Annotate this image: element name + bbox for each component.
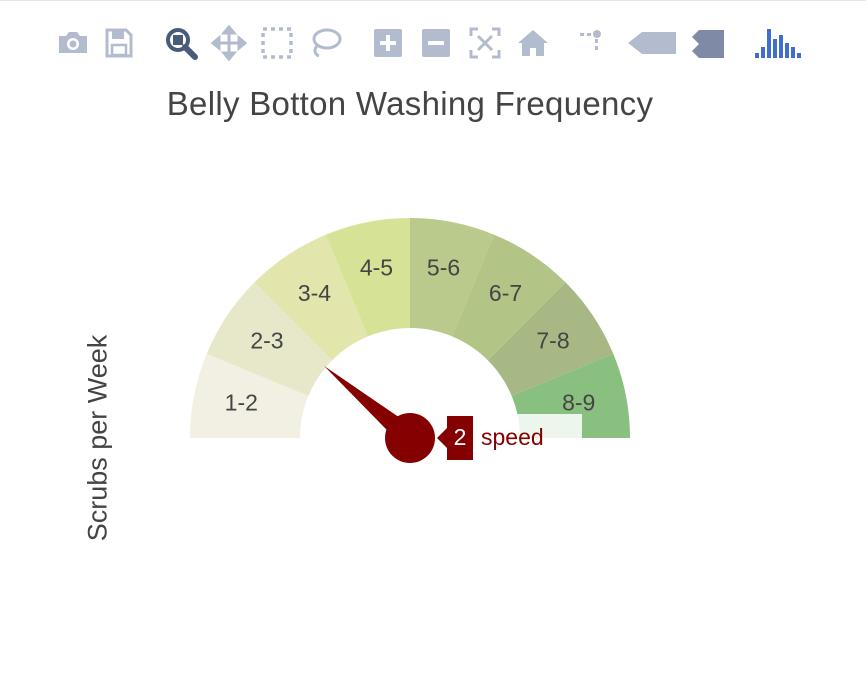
hover-series-name: speed bbox=[481, 424, 544, 450]
gauge-segment-label: 2-3 bbox=[250, 328, 283, 354]
hover-label: 2 speed bbox=[437, 414, 582, 460]
gauge-needle-hub[interactable] bbox=[385, 413, 435, 463]
hover-value: 2 bbox=[454, 424, 467, 450]
autoscale-icon[interactable] bbox=[467, 25, 503, 61]
gauge-segment-label: 7-8 bbox=[536, 328, 569, 354]
zoom-in-icon[interactable] bbox=[370, 25, 406, 61]
hover-closest-icon[interactable] bbox=[626, 25, 680, 61]
gauge-segment-3-4[interactable] bbox=[254, 234, 368, 361]
lasso-select-icon[interactable] bbox=[307, 25, 343, 61]
camera-icon[interactable] bbox=[55, 25, 91, 61]
gauge-segment-label: 3-4 bbox=[298, 280, 331, 306]
zoom-out-icon[interactable] bbox=[418, 25, 454, 61]
gauge-segment-label: 4-5 bbox=[360, 254, 393, 280]
gauge-segment-label: 6-7 bbox=[489, 280, 522, 306]
top-border bbox=[0, 0, 866, 1]
save-icon[interactable] bbox=[101, 25, 137, 61]
reset-axes-icon[interactable] bbox=[515, 25, 551, 61]
spike-lines-icon[interactable] bbox=[576, 25, 612, 61]
gauge-segment-label: 5-6 bbox=[427, 254, 460, 280]
plotly-logo-icon[interactable] bbox=[752, 25, 806, 61]
gauge-segment-label: 1-2 bbox=[225, 390, 258, 416]
zoom-icon[interactable] bbox=[163, 25, 199, 61]
gauge-segment-7-8[interactable] bbox=[487, 282, 614, 396]
gauge-segment-2-3[interactable] bbox=[206, 282, 333, 396]
gauge-segment-label: 8-9 bbox=[562, 390, 595, 416]
gauge-segment-6-7[interactable] bbox=[452, 234, 566, 361]
gauge-segment-1-2[interactable] bbox=[190, 353, 309, 438]
hover-compare-icon[interactable] bbox=[690, 25, 726, 61]
pan-icon[interactable] bbox=[211, 25, 247, 61]
gauge-segment-5-6[interactable] bbox=[410, 218, 495, 337]
modebar bbox=[0, 0, 866, 80]
box-select-icon[interactable] bbox=[259, 25, 295, 61]
chart-title: Belly Botton Washing Frequency bbox=[166, 85, 654, 122]
gauge-segment-4-5[interactable] bbox=[325, 218, 410, 337]
